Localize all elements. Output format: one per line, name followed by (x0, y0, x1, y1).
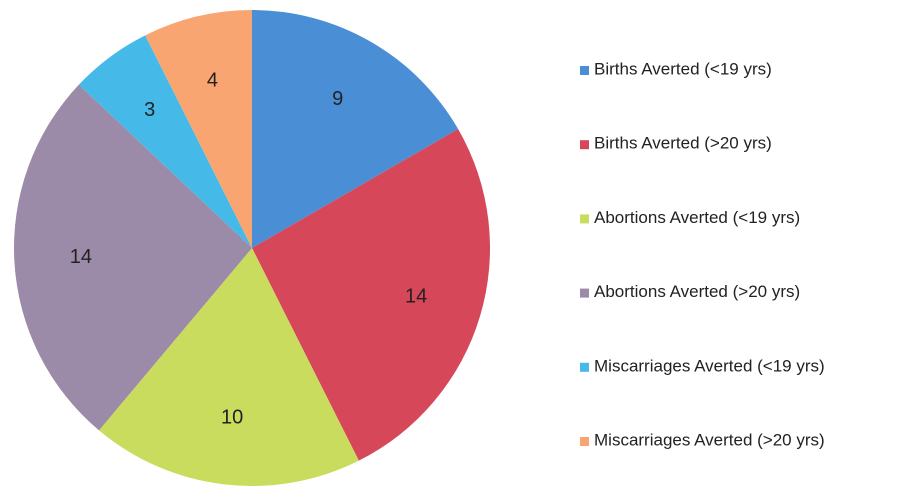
pie-slice (252, 129, 490, 461)
legend-swatch (580, 66, 589, 75)
legend-label: Abortions Averted (>20 yrs) (594, 282, 800, 301)
pie-slice (78, 35, 252, 249)
slice-label: 14 (405, 285, 427, 307)
legend-swatch (580, 140, 589, 150)
legend-swatch (580, 288, 589, 298)
slice-label: 9 (332, 88, 343, 110)
legend-swatch (580, 362, 589, 372)
pie-slice (99, 248, 359, 487)
slice-label: 4 (207, 70, 218, 92)
slice-label: 3 (144, 99, 155, 121)
legend-label: Births Averted (>20 yrs) (594, 134, 772, 153)
legend-swatch (580, 437, 589, 446)
slice-label: 14 (70, 246, 92, 268)
legend-label: Miscarriages Averted (>20 yrs) (594, 430, 825, 449)
legend-swatch (580, 214, 589, 224)
pie-slice (145, 10, 252, 248)
legend-label: Births Averted (<19 yrs) (594, 59, 772, 78)
legend-label: Miscarriages Averted (<19 yrs) (594, 356, 825, 375)
pie-slice (252, 10, 459, 248)
legend-label: Abortions Averted (<19 yrs) (594, 208, 800, 227)
slice-label: 10 (221, 406, 243, 428)
pie-slice (14, 84, 253, 431)
